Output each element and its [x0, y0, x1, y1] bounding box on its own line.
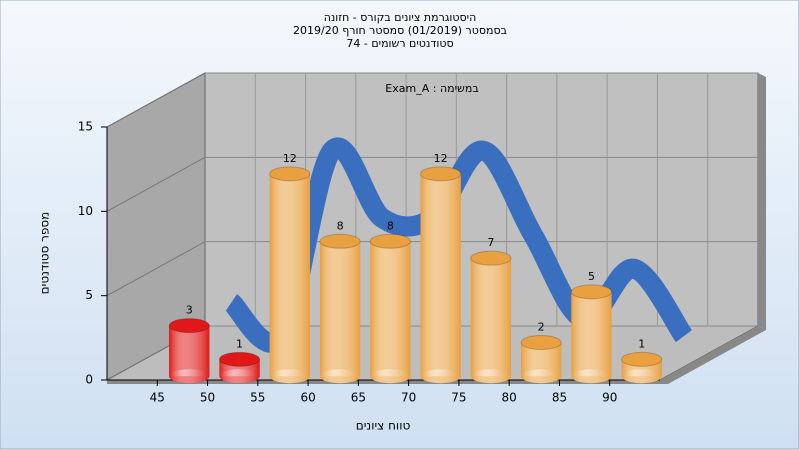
bar: [269, 166, 311, 384]
data-label: 8: [387, 219, 394, 232]
data-label: 1: [638, 337, 645, 350]
data-label: 8: [337, 219, 344, 232]
chart-title: היסטוגרמת ציונים בקורס - חזונה: [324, 11, 477, 24]
data-label: 5: [588, 270, 595, 283]
bar: [420, 166, 462, 384]
bar-top: [218, 351, 261, 367]
bar: [570, 284, 613, 384]
x-tick-label: 65: [351, 391, 366, 405]
bar-base-shade: [370, 369, 411, 384]
x-tick-label: 70: [401, 391, 416, 405]
bar: [319, 233, 361, 384]
bar-body: [319, 241, 361, 377]
plot: 0 5 10 15 45 50 55 60 65 70 75 80 85 90 3 1 12 8 8 12 7 2 5 1: [78, 72, 766, 405]
x-tick-label: 80: [502, 391, 517, 405]
bar-body: [370, 241, 411, 377]
grid-line: [106, 156, 206, 212]
chart-subtitle: בסמסטר (01/2019) סמסטר חורף 2019/20: [293, 24, 507, 37]
data-label: 3: [186, 304, 193, 317]
bar-base-shade: [169, 369, 210, 384]
bar-body: [169, 325, 210, 377]
x-axis-label: טווח ציונים: [356, 419, 411, 433]
chart-caption: סטודנטים רשומים - 74: [346, 37, 453, 50]
x-tick-label: 45: [150, 391, 165, 405]
bar-base-shade: [219, 369, 260, 384]
bar-top: [570, 284, 613, 300]
bar-body: [420, 173, 461, 377]
bar-top: [168, 318, 210, 334]
bar-top: [319, 233, 361, 249]
bar-base-shade: [420, 369, 461, 384]
bar-body: [269, 173, 310, 377]
bar-top: [621, 351, 663, 367]
bar-top: [470, 250, 512, 266]
bar-top: [420, 166, 462, 182]
bar: [621, 351, 663, 384]
bar: [168, 318, 210, 384]
x-tick-label: 90: [602, 391, 617, 405]
y-tick-label: 0: [85, 373, 93, 387]
x-tick-label: 75: [451, 391, 466, 405]
x-tick-label: 85: [552, 391, 567, 405]
grid-line: [106, 241, 206, 297]
x-tick-label: 55: [250, 391, 265, 405]
bar-base-shade: [571, 369, 612, 384]
data-label: 12: [283, 152, 297, 165]
bar-base-shade: [521, 369, 562, 384]
x-tick-label: 60: [300, 391, 315, 405]
bar-base-shade: [319, 369, 361, 384]
data-label: 1: [236, 337, 243, 350]
bar-base-shade: [621, 369, 662, 384]
bar: [520, 334, 562, 384]
bar: [218, 351, 261, 384]
bar-body: [470, 258, 512, 377]
bar-top: [269, 166, 311, 182]
annotation: Exam_A : במשימה: [385, 82, 478, 95]
y-tick-label: 5: [85, 288, 93, 302]
back-wall-edge: [758, 73, 766, 330]
bar: [470, 250, 512, 384]
data-label: 2: [538, 320, 545, 333]
data-label: 12: [434, 152, 448, 165]
data-label: 7: [487, 236, 494, 249]
bar-base-shade: [269, 369, 310, 384]
grid-line: [106, 72, 206, 128]
y-tick-label: 10: [78, 204, 93, 218]
bar: [369, 233, 411, 384]
y-axis-label: מספר סטודנטים: [38, 212, 52, 295]
y-tick-label: 15: [78, 120, 93, 134]
x-tick-label: 50: [200, 391, 215, 405]
bar-body: [571, 291, 612, 377]
bar-base-shade: [470, 369, 512, 384]
bar-top: [369, 233, 411, 249]
bar-top: [520, 334, 562, 350]
